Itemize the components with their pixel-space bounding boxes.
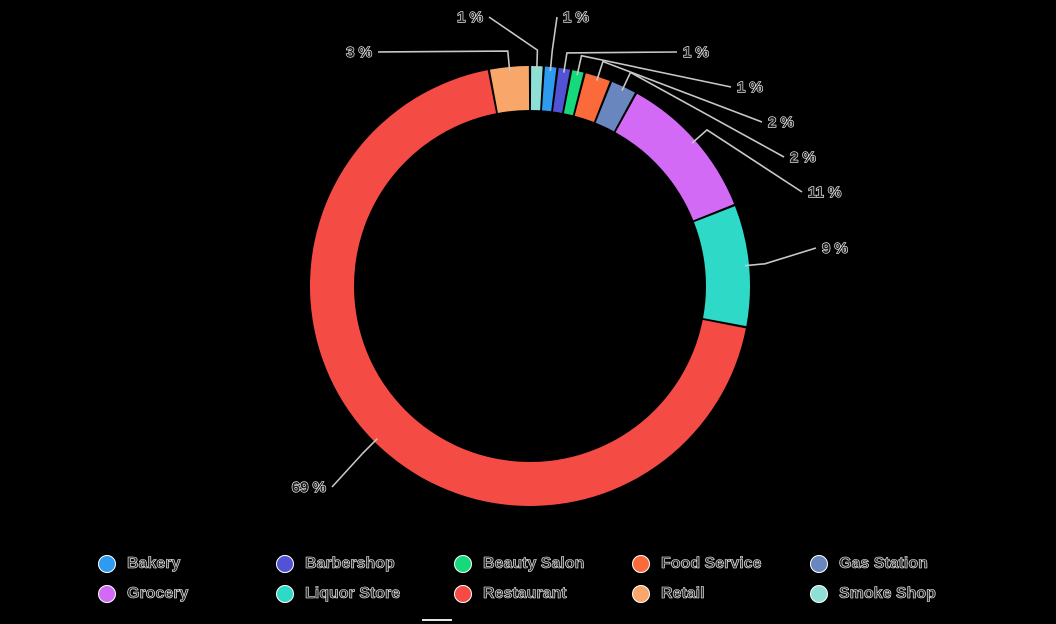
leader-line-retail	[377, 50, 511, 72]
slice-food-service[interactable]	[574, 73, 610, 123]
legend-label: Gas Station	[839, 555, 929, 573]
leader-line-restaurant	[331, 438, 378, 488]
legend-swatch-icon	[276, 585, 294, 603]
data-label-gas-station: 2 %	[790, 149, 816, 166]
legend-label: Retail	[661, 585, 705, 603]
legend-swatch-icon	[632, 585, 650, 603]
slice-smoke-shop[interactable]	[530, 66, 543, 111]
chart-legend: Bakery Barbershop Beauty Salon Food Service…	[98, 552, 998, 606]
legend-label: Smoke Shop	[839, 585, 937, 603]
data-label-bakery: 1 %	[563, 9, 589, 26]
slice-beauty-salon[interactable]	[563, 70, 584, 116]
data-label-beauty-salon: 1 %	[737, 79, 763, 96]
slice-bakery[interactable]	[541, 66, 557, 112]
legend-swatch-icon	[276, 555, 294, 573]
data-label-retail: 3 %	[346, 44, 372, 61]
legend-item-barbershop[interactable]: Barbershop	[276, 552, 454, 576]
legend-item-grocery[interactable]: Grocery	[98, 582, 276, 606]
data-label-barbershop: 1 %	[683, 44, 709, 61]
leader-lines	[331, 16, 817, 488]
bottom-divider	[422, 619, 452, 621]
slice-grocery[interactable]	[615, 93, 735, 221]
slice-liquor-store[interactable]	[693, 206, 750, 327]
leader-line-liquor-store	[744, 247, 817, 267]
legend-label: Bakery	[127, 555, 181, 573]
legend-swatch-icon	[98, 555, 116, 573]
leader-line-gas-station	[621, 71, 785, 158]
data-label-grocery: 11 %	[808, 184, 841, 201]
legend-swatch-icon	[98, 585, 116, 603]
legend-label: Grocery	[127, 585, 189, 603]
slice-gas-station[interactable]	[595, 81, 635, 132]
legend-swatch-icon	[454, 585, 472, 603]
legend-item-liquor-store[interactable]: Liquor Store	[276, 582, 454, 606]
data-label-food-service: 2 %	[768, 114, 794, 131]
legend-item-food-service[interactable]: Food Service	[632, 552, 810, 576]
legend-label: Liquor Store	[305, 585, 401, 603]
legend-item-smoke-shop[interactable]: Smoke Shop	[810, 582, 988, 606]
slice-barbershop[interactable]	[552, 67, 571, 113]
legend-label: Food Service	[661, 555, 762, 573]
legend-item-gas-station[interactable]: Gas Station	[810, 552, 988, 576]
legend-item-beauty-salon[interactable]: Beauty Salon	[454, 552, 632, 576]
leader-line-beauty-salon	[576, 54, 732, 88]
legend-label: Restaurant	[483, 585, 567, 603]
data-label-smoke-shop: 1 %	[457, 9, 483, 26]
legend-item-retail[interactable]: Retail	[632, 582, 810, 606]
leader-line-grocery	[691, 128, 803, 193]
legend-swatch-icon	[810, 555, 828, 573]
legend-item-restaurant[interactable]: Restaurant	[454, 582, 632, 606]
data-label-liquor-store: 9 %	[822, 240, 848, 257]
slice-retail[interactable]	[489, 66, 530, 113]
leader-line-food-service	[595, 60, 763, 123]
legend-item-bakery[interactable]: Bakery	[98, 552, 276, 576]
leader-line-barbershop	[562, 51, 678, 73]
percent-labels: 1 % 1 % 1 % 1 % 2 % 2 % 11 % 9 % 69 % 3 %	[291, 8, 848, 496]
legend-label: Beauty Salon	[483, 555, 585, 573]
legend-swatch-icon	[454, 555, 472, 573]
legend-swatch-icon	[810, 585, 828, 603]
legend-label: Barbershop	[305, 555, 395, 573]
leader-line-smoke-shop	[488, 16, 539, 71]
data-label-restaurant: 69 %	[292, 479, 326, 496]
leader-line-bakery	[549, 16, 558, 72]
legend-swatch-icon	[632, 555, 650, 573]
donut-slices	[310, 66, 750, 507]
